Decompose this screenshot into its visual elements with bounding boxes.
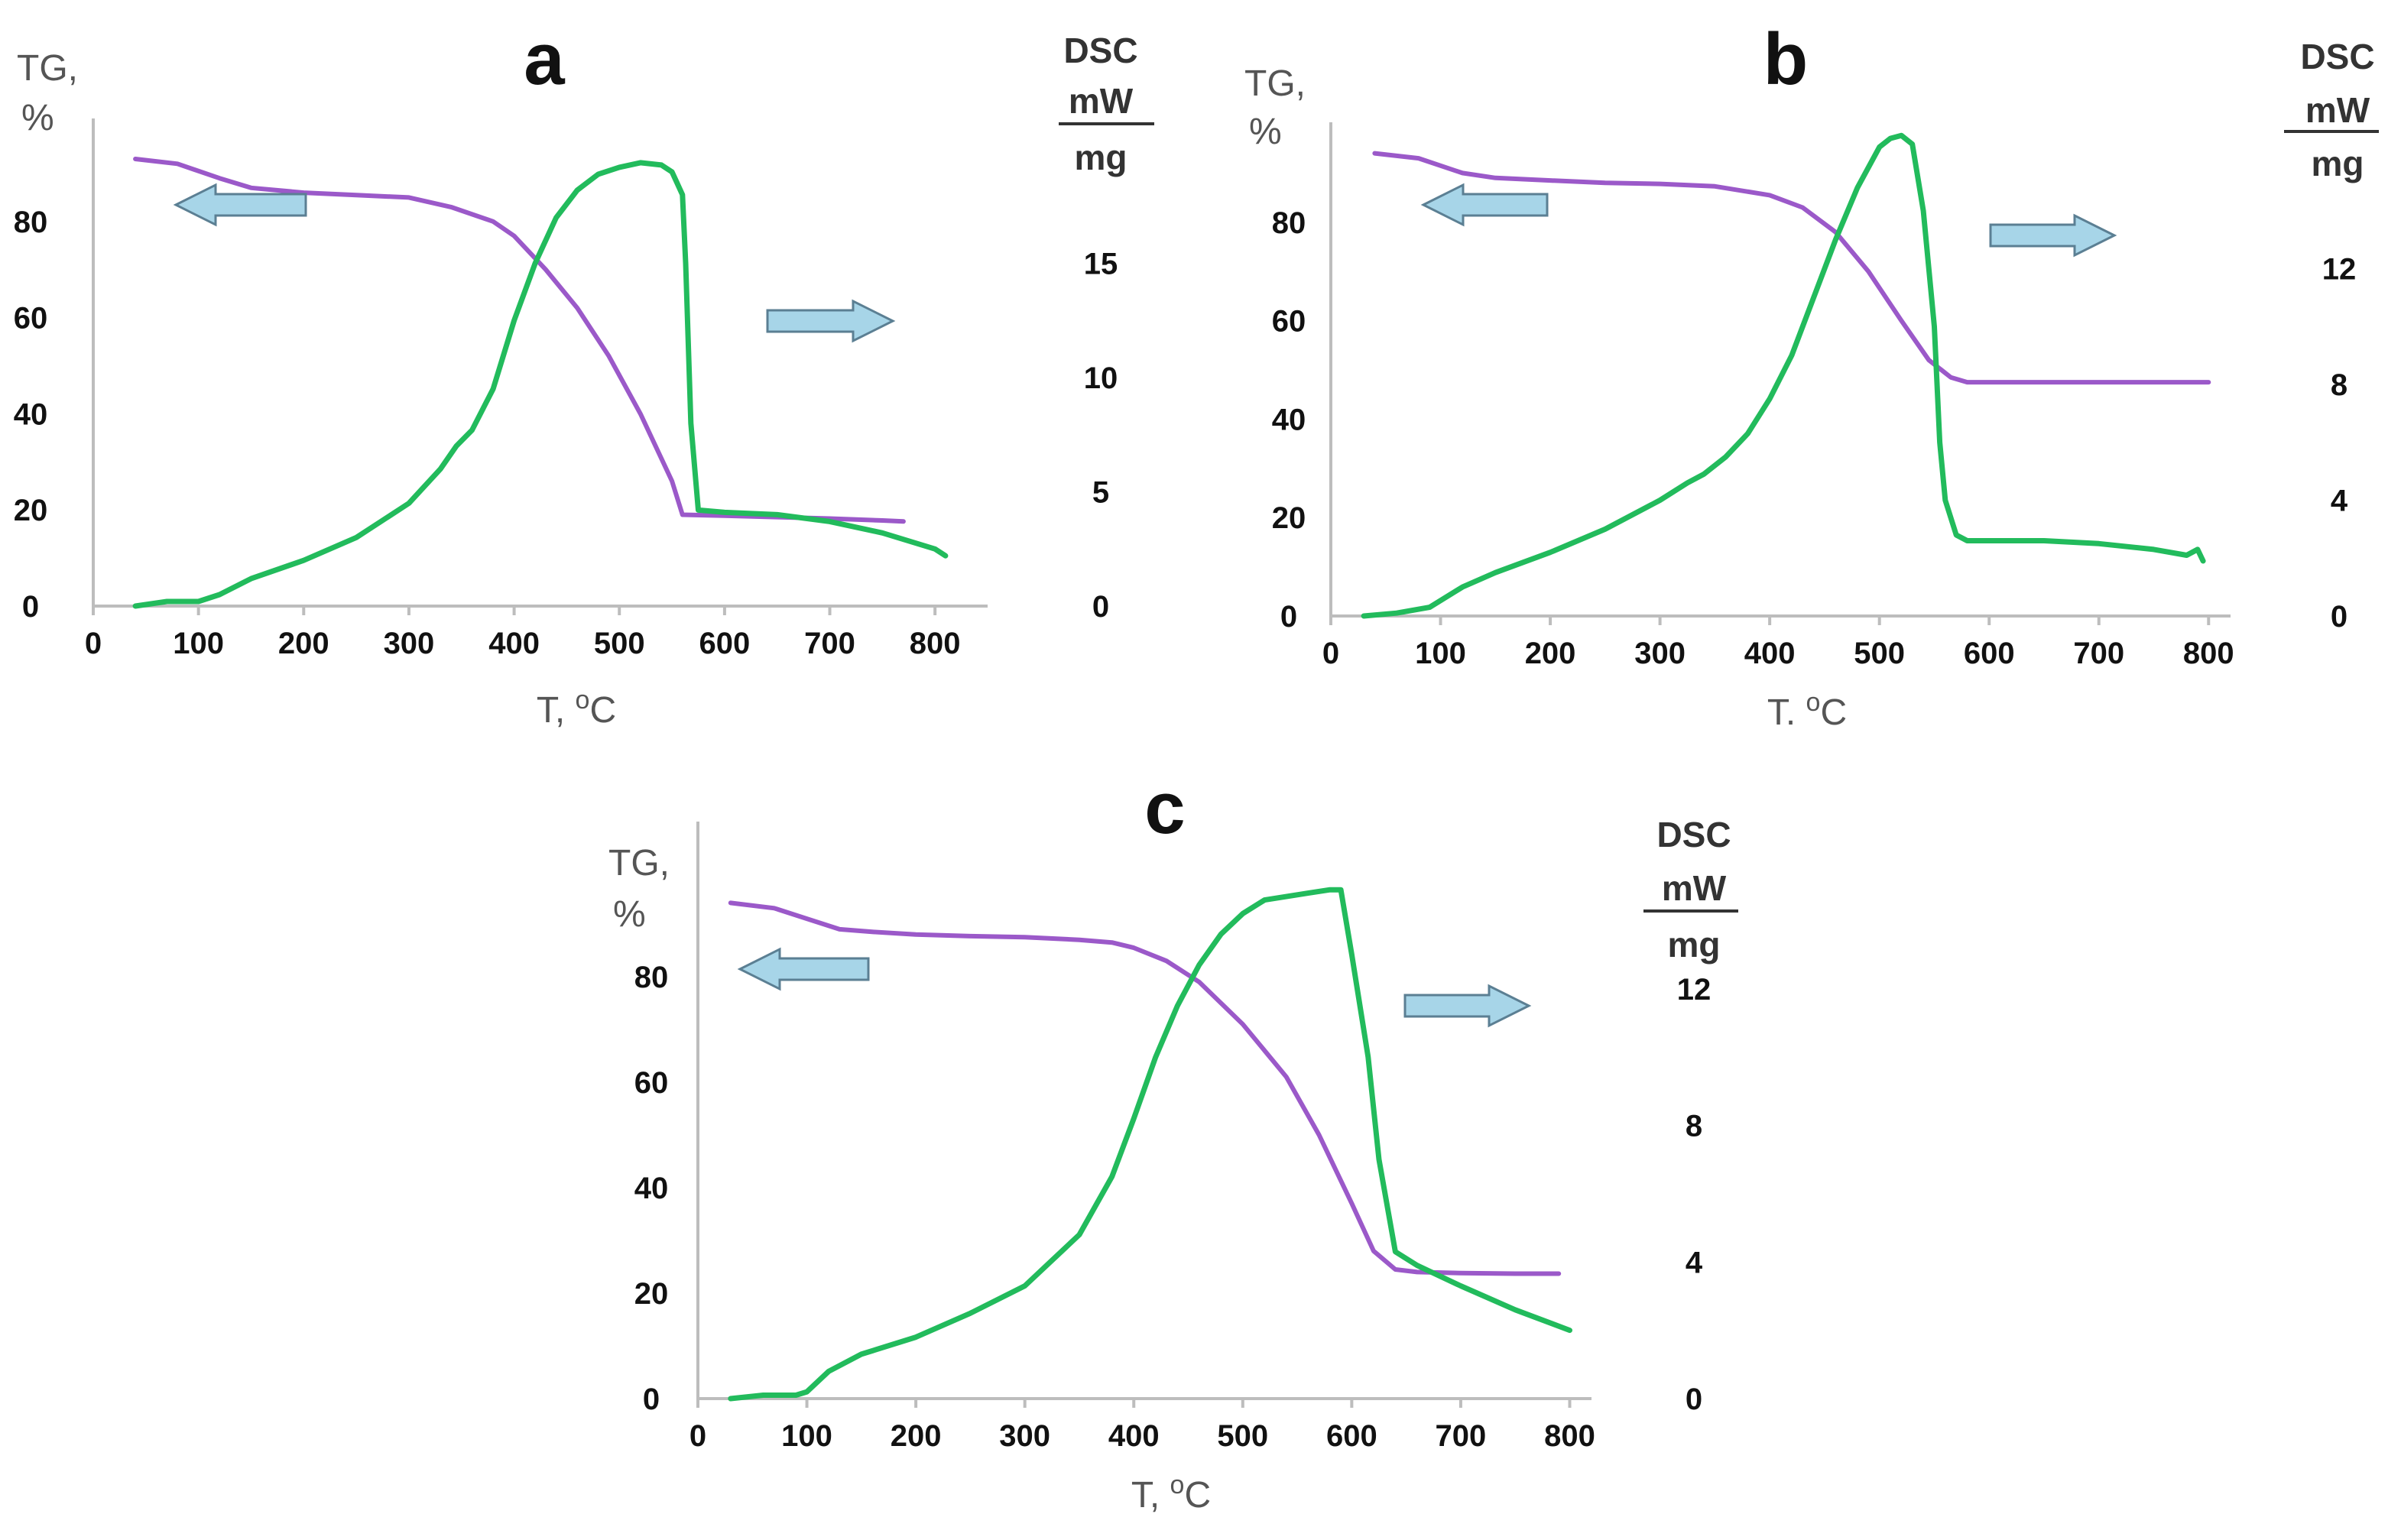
x-tick-label: 800 [2183, 637, 2234, 670]
y-left-tick-label: 60 [14, 302, 48, 336]
y-left-tick-label: 40 [634, 1172, 669, 1205]
y-left-tick-label: 0 [643, 1383, 660, 1416]
y-right-axis-label: DSC [1656, 815, 1731, 854]
panel-a-chart: 0 100 200 300 400 500 600 700 800020406080051015… [14, 18, 1154, 731]
y-right-axis-unit-denominator: mg [1075, 138, 1127, 177]
y-left-tick-label: 80 [1272, 206, 1306, 240]
panel-letter: c [1144, 767, 1185, 849]
x-tick-label: 500 [594, 627, 645, 660]
y-left-tick-label: 20 [1272, 501, 1306, 535]
y-right-axis-unit-numerator: mW [2305, 90, 2370, 130]
x-axis-label: T, oC [537, 686, 616, 731]
x-tick-label: 100 [781, 1419, 832, 1453]
x-tick-label: 100 [173, 627, 224, 660]
x-tick-label: 200 [1525, 637, 1576, 670]
x-tick-label: 500 [1854, 637, 1905, 670]
x-tick-label: 300 [1634, 637, 1686, 670]
y-right-axis-unit-numerator: mW [1069, 81, 1134, 121]
y-right-tick-label: 8 [1686, 1110, 1702, 1143]
arrow-right-icon [1403, 984, 1532, 1028]
x-tick-label: 700 [1436, 1419, 1487, 1453]
y-left-tick-label: 40 [1272, 403, 1306, 436]
y-right-tick-label: 5 [1092, 476, 1109, 510]
y-right-tick-label: 4 [1686, 1246, 1703, 1279]
x-tick-label: 0 [689, 1419, 706, 1453]
x-tick-label: 200 [891, 1419, 942, 1453]
tg-curve [133, 157, 906, 524]
y-right-tick-label: 12 [2322, 253, 2357, 287]
y-right-tick-label: 0 [1686, 1383, 1702, 1416]
x-tick-label: 100 [1415, 637, 1466, 670]
y-left-axis-unit: % [1249, 112, 1282, 152]
y-right-tick-label: 12 [1677, 973, 1712, 1007]
y-right-axis-label: DSC [2300, 37, 2374, 76]
y-left-tick-label: 40 [14, 397, 48, 431]
dsc-curve [132, 160, 949, 609]
y-right-axis-unit-numerator: mW [1662, 868, 1727, 908]
arrow-left-icon [173, 183, 307, 227]
arrow-left-icon [737, 947, 870, 991]
x-tick-label: 300 [999, 1419, 1050, 1453]
x-tick-label: 200 [278, 627, 329, 660]
panel-c-chart: 0 100 200 300 400 500 600 700 80002040608004812c… [608, 767, 1738, 1516]
tg-curve [728, 900, 1562, 1276]
dsc-curve [728, 887, 1572, 1402]
panel-letter: b [1763, 18, 1809, 100]
y-left-tick-label: 80 [14, 206, 48, 239]
arrow-right-icon [766, 299, 896, 343]
x-axis-label: T, oC [1131, 1470, 1211, 1516]
y-right-tick-label: 0 [1092, 590, 1109, 624]
x-tick-label: 800 [910, 627, 961, 660]
tg-curve [1372, 151, 2211, 385]
y-left-tick-label: 20 [634, 1277, 669, 1311]
y-left-axis-label: TG, [1244, 63, 1306, 104]
y-right-axis-label: DSC [1063, 31, 1137, 70]
y-left-tick-label: 20 [14, 494, 48, 527]
arrow-left-icon [1420, 183, 1549, 227]
x-tick-label: 300 [384, 627, 435, 660]
y-left-axis-label: TG, [608, 843, 670, 883]
y-right-axis-unit-denominator: mg [2312, 144, 2364, 183]
dsc-curve [1361, 132, 2206, 619]
y-right-axis-unit-denominator: mg [1668, 925, 1721, 965]
x-tick-label: 400 [488, 627, 540, 660]
y-left-tick-label: 0 [1280, 600, 1297, 634]
y-left-axis-unit: % [21, 98, 54, 138]
x-tick-label: 700 [804, 627, 855, 660]
y-left-tick-label: 60 [634, 1066, 669, 1100]
panel-b-chart: 0 100 200 300 400 500 600 700 80002040608004812b… [1244, 18, 2379, 733]
y-right-tick-label: 15 [1084, 248, 1118, 281]
x-tick-label: 400 [1108, 1419, 1160, 1453]
y-right-tick-label: 0 [2331, 600, 2347, 634]
x-tick-label: 0 [1322, 637, 1339, 670]
x-axis-label: T. oC [1767, 688, 1847, 733]
y-right-tick-label: 10 [1084, 361, 1118, 395]
x-tick-label: 600 [699, 627, 751, 660]
y-left-tick-label: 80 [634, 961, 669, 994]
y-right-tick-label: 4 [2331, 485, 2348, 518]
y-left-axis-unit: % [613, 894, 646, 935]
x-tick-label: 600 [1964, 637, 2015, 670]
y-left-axis-label: TG, [17, 48, 78, 89]
x-tick-label: 600 [1326, 1419, 1377, 1453]
y-right-tick-label: 8 [2331, 368, 2347, 402]
y-left-tick-label: 0 [22, 590, 39, 624]
panel-letter: a [524, 18, 565, 100]
y-left-tick-label: 60 [1272, 305, 1306, 339]
x-tick-label: 500 [1217, 1419, 1268, 1453]
x-tick-label: 400 [1744, 637, 1796, 670]
x-tick-label: 700 [2073, 637, 2124, 670]
x-tick-label: 0 [85, 627, 102, 660]
x-tick-label: 800 [1544, 1419, 1595, 1453]
arrow-right-icon [1989, 213, 2117, 258]
